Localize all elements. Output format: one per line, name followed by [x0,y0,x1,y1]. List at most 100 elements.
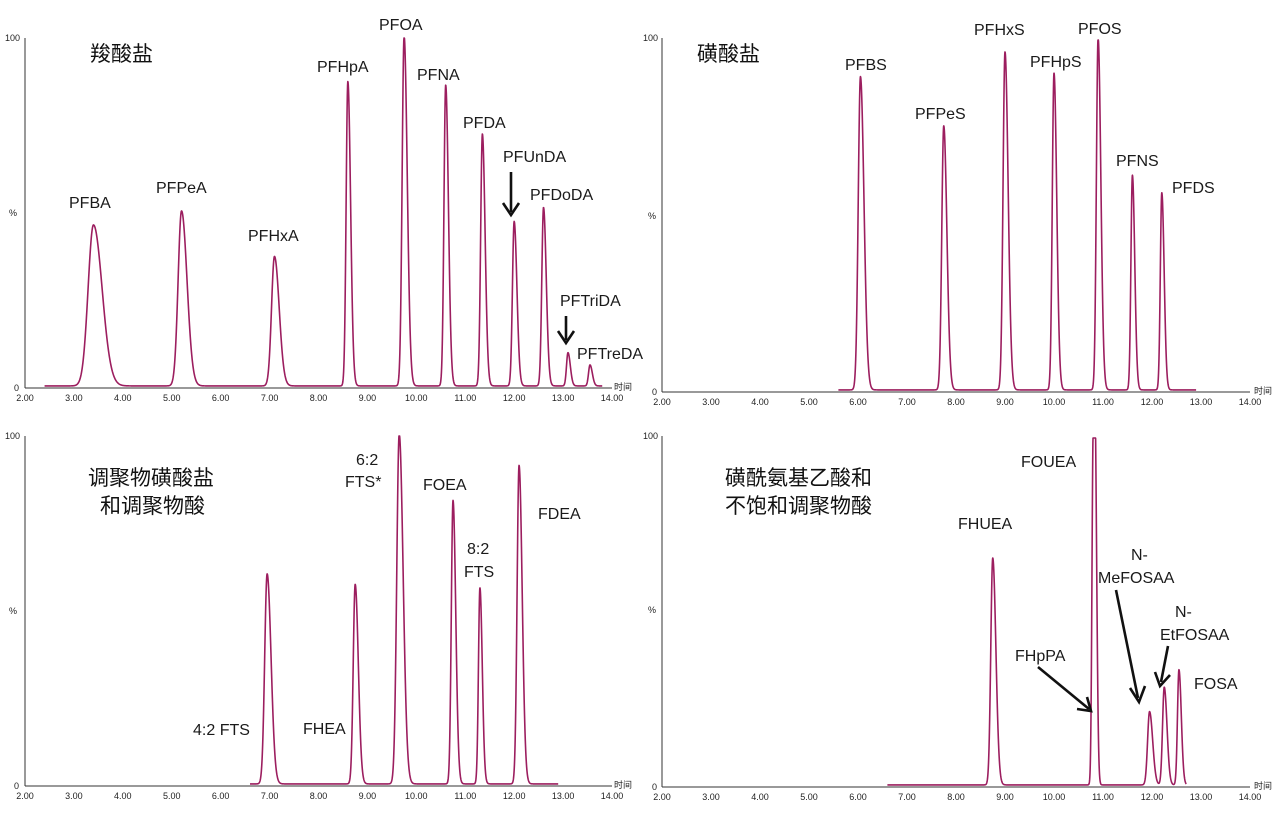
x-tick-label: 14.00 [601,393,624,403]
x-tick-label: 7.00 [898,792,916,802]
peak-label-42fts: 4:2 FTS [193,722,250,739]
peak-label-pfhxa: PFHxA [248,228,299,245]
peak-label-fosa: FOSA [1194,676,1238,693]
x-ticks: 2.00 3.00 4.00 5.00 6.00 7.00 8.00 9.00 10.00 11.… [16,393,623,403]
x-tick-label: 3.00 [65,791,83,801]
x-tick-label: 11.00 [1092,397,1114,407]
x-tick-label: 9.00 [359,791,377,801]
peak-label-pfna: PFNA [417,67,460,84]
peak-label-mefosaa: MeFOSAA [1098,570,1175,587]
y-tick-100: 100 [5,431,20,441]
peak-label-fts-star: FTS* [345,474,381,491]
x-tick-label: 11.00 [454,393,476,403]
y-tick-100: 100 [5,33,20,43]
trace-sulfonates [837,39,1197,391]
y-tick-100: 100 [643,431,658,441]
x-tick-label: 4.00 [114,791,132,801]
x-tick-label: 6.00 [849,397,867,407]
x-tick-label: 4.00 [751,792,769,802]
peak-label-pfpea: PFPeA [156,180,207,197]
x-tick-label: 2.00 [16,393,34,403]
y-tick-0: 0 [14,781,19,791]
peak-label-fdea: FDEA [538,506,581,523]
trace-carboxylates [44,37,603,387]
peak-label-fts: FTS [464,564,494,581]
x-tick-label: 14.00 [1239,397,1262,407]
peak-label-pfos: PFOS [1078,21,1122,38]
x-tick-label: 8.00 [310,393,328,403]
panel-carboxylates: 100 % 0 时间 2.00 3.00 4.00 5.00 6.00 7.00 8.00 9… [5,17,643,403]
x-tick-label: 12.00 [503,791,526,801]
x-tick-label: 7.00 [261,393,279,403]
peak-label-n-me: N- [1131,547,1148,564]
peak-label-pfhxs: PFHxS [974,22,1025,39]
peak-label-fouea: FOUEA [1021,454,1076,471]
y-tick-0: 0 [652,782,657,792]
x-tick-label: 3.00 [65,393,83,403]
peak-label-82: 8:2 [467,541,489,558]
x-axis-label: 时间 [1254,780,1272,791]
arrow-fhppa [1037,665,1093,713]
y-tick-100: 100 [643,33,658,43]
x-axis-label: 时间 [614,779,632,790]
x-tick-label: 7.00 [898,397,916,407]
arrow-pfunda [501,172,521,218]
arrow-mefosaa [1114,589,1147,705]
x-tick-label: 9.00 [359,393,377,403]
x-axis-label: 时间 [1254,385,1272,396]
x-tick-label: 9.00 [996,792,1014,802]
x-tick-label: 6.00 [212,393,230,403]
x-tick-label: 12.00 [1141,397,1164,407]
panel-title: 羧酸盐 [90,42,153,66]
x-ticks: 2.00 3.00 4.00 5.00 6.00 7.00 8.00 9.00 10.00 11.… [653,792,1261,802]
x-tick-label: 10.00 [405,791,428,801]
x-tick-label: 9.00 [996,397,1014,407]
y-axis-percent: % [9,606,17,616]
x-tick-label: 6.00 [849,792,867,802]
panel-title-line2: 不饱和调聚物酸 [725,494,872,518]
peak-label-pfds: PFDS [1172,180,1215,197]
y-tick-0: 0 [14,383,19,393]
panel-title-line2: 和调聚物酸 [100,494,205,518]
x-tick-label: 3.00 [702,792,720,802]
peak-label-pfoa: PFOA [379,17,423,34]
x-tick-label: 14.00 [601,791,624,801]
panel-sulfonates: 100 % 0 时间 2.00 3.00 4.00 5.00 6.00 7.00 8.00 9… [643,21,1272,407]
peak-label-fhea: FHEA [303,721,346,738]
panel-title-line1: 磺酰氨基乙酸和 [725,466,872,490]
panel-title-line1: 调聚物磺酸盐 [88,466,214,490]
x-tick-label: 4.00 [114,393,132,403]
y-tick-0: 0 [652,387,657,397]
peak-label-pfns: PFNS [1116,153,1159,170]
x-tick-label: 13.00 [552,791,575,801]
x-tick-label: 14.00 [1239,792,1262,802]
x-tick-label: 2.00 [653,792,671,802]
peak-label-pftreda: PFTreDA [577,346,643,363]
x-tick-label: 6.00 [212,791,230,801]
peak-label-pfhps: PFHpS [1030,54,1082,71]
x-tick-label: 5.00 [800,397,818,407]
x-tick-label: 13.00 [552,393,575,403]
panel-telomers: 100 % 0 时间 2.00 3.00 4.00 5.00 6.00 7.00 8.00 9… [5,431,632,801]
y-axis-percent: % [648,211,656,221]
arrow-pftrida [556,316,576,346]
x-axis-label: 时间 [614,381,632,392]
x-tick-label: 5.00 [163,791,181,801]
peak-label-62: 6:2 [356,452,378,469]
x-tick-label: 10.00 [405,393,428,403]
peak-label-pfpes: PFPeS [915,106,966,123]
peak-label-pfbs: PFBS [845,57,887,74]
peak-label-fhppa: FHpPA [1015,648,1066,665]
x-ticks: 2.00 3.00 4.00 5.00 6.00 7.00 8.00 9.00 10.00 11.… [653,397,1261,407]
peak-label-pfba: PFBA [69,195,111,212]
peak-label-pfhpa: PFHpA [317,59,369,76]
arrow-etfosaa [1153,645,1171,689]
x-tick-label: 2.00 [653,397,671,407]
x-tick-label: 12.00 [503,393,526,403]
peak-label-pftrida: PFTriDA [560,293,621,310]
trace-fosaa [886,437,1187,786]
x-tick-label: 12.00 [1141,792,1164,802]
peak-label-n-et: N- [1175,604,1192,621]
peak-label-fhuea: FHUEA [958,516,1013,533]
